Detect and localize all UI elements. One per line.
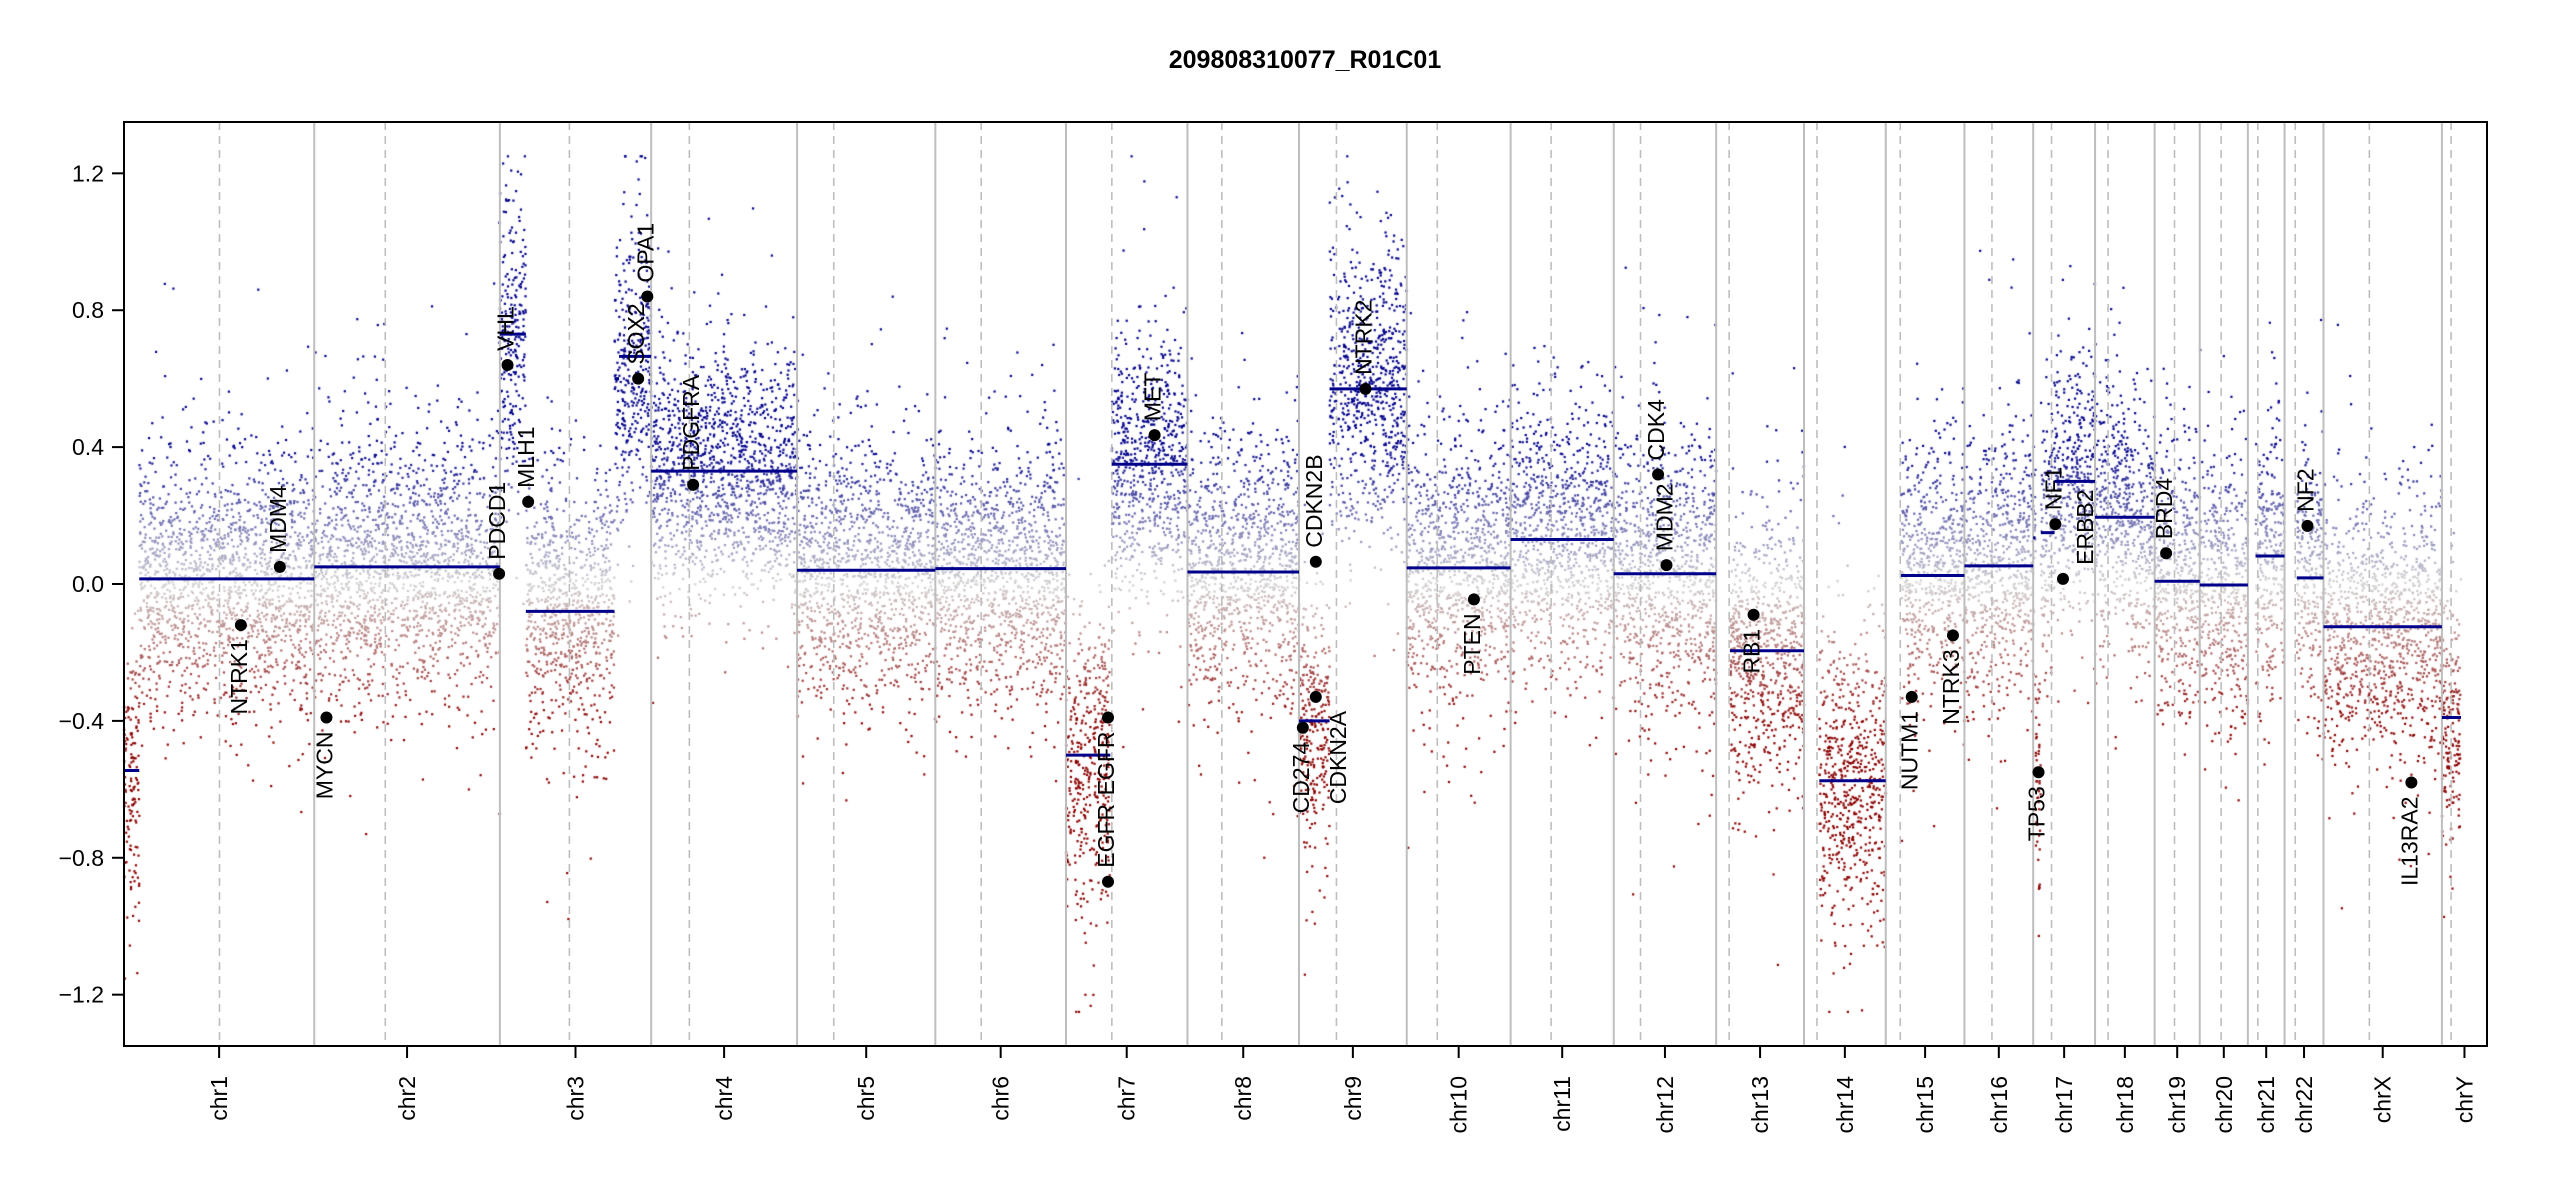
gene-dot [632,372,645,385]
chromosome-label: chr17 [2051,1076,2077,1134]
segment-lines [124,332,2462,783]
gene-dot [1652,468,1665,481]
y-tick-label: 0.0 [72,571,104,597]
gene-label: NTRK1 [226,639,252,714]
chart-title: 209808310077_R01C01 [1168,46,1442,74]
gene-dot [2301,519,2314,532]
gene-dot [2056,572,2069,585]
chromosome-label: chr22 [2291,1076,2317,1134]
chromosome-label: chr10 [1446,1076,1472,1134]
gene-dot [2405,776,2418,789]
gene-label: NTRK2 [1350,300,1376,375]
chromosome-label: chr15 [1912,1076,1938,1134]
gene-dot [522,495,535,508]
gene-label: NTRK3 [1938,649,1964,724]
gene-dot [1102,875,1115,888]
gene-label: PDCD1 [484,482,510,560]
chromosome-label: chr3 [563,1076,589,1121]
gene-dot [234,619,247,632]
chromosome-label: chr9 [1340,1076,1366,1121]
y-tick-label: −0.8 [59,845,104,871]
chromosome-label: chr14 [1832,1076,1858,1134]
gene-dot [687,478,700,491]
gene-label: NUTM1 [1897,711,1923,790]
gene-dot [1309,555,1322,568]
y-tick-label: −0.4 [59,708,105,734]
gene-dot [1747,608,1760,621]
gene-dot [2160,547,2173,560]
chromosome-label: chr4 [711,1076,737,1121]
gene-label: CDKN2A [1325,710,1351,804]
chromosome-label: chr18 [2112,1076,2138,1134]
gene-dot [320,711,333,724]
chromosome-label: chr2 [394,1076,420,1121]
gene-dot [1467,593,1480,606]
gene-dot [641,290,654,303]
gene-label: NF1 [2040,467,2066,510]
gene-label: OPA1 [632,223,658,283]
gene-dot [1148,429,1161,442]
gene-label: BRD4 [2151,478,2177,540]
gene-label: EGFR [1093,731,1119,795]
gene-label: RB1 [1739,629,1765,674]
gene-dot [1660,559,1673,572]
gene-label: MDM2 [1651,483,1677,551]
gene-label: TP53 [2024,786,2050,841]
chromosome-label: chr6 [988,1076,1014,1121]
gene-label: CD274 [1288,742,1314,814]
gene-dot [273,560,286,573]
gene-label: SOX2 [623,303,649,364]
chromosome-label: chrY [2451,1076,2477,1123]
gene-label: CDK4 [1643,399,1669,461]
y-tick-label: 1.2 [72,160,104,186]
gene-dot [1359,382,1372,395]
y-tick-label: 0.4 [72,434,104,460]
gene-dot [1296,721,1309,734]
chromosome-label: chr21 [2253,1076,2279,1134]
plot-frame [123,121,2488,1047]
gene-label: MET [1140,373,1166,422]
y-axis: 1.2 0.8 0.4 0.0 −0.4 −0.8 −1.2 [59,160,124,1008]
chromosome-label: chr12 [1652,1076,1678,1134]
y-tick-label: −1.2 [59,982,104,1008]
gene-label: NF2 [2292,468,2318,511]
gene-dot [501,358,514,371]
gene-label: PTEN [1459,613,1485,674]
gene-dot [1102,711,1115,724]
gene-dot [1905,690,1918,703]
gene-dot [2032,766,2045,779]
gene-label: VHL [493,306,519,351]
x-axis: chr1 chr2 chr3 chr4 chr5 chr6 chr7 chr8 chr9 chr1… [124,1045,2487,1134]
gene-label: MDM4 [265,485,291,553]
chromosome-label: chr11 [1549,1076,1575,1132]
gene-dot [1309,690,1322,703]
chromosome-label: chr19 [2164,1076,2190,1134]
y-tick-label: 0.8 [72,297,104,323]
chromosome-label: chr20 [2211,1076,2237,1134]
gene-label: EGFR [1093,804,1119,868]
chromosome-label: chr1 [206,1076,232,1121]
gene-dot [493,567,506,580]
chromosome-label: chr5 [853,1076,879,1121]
gene-label: MLH1 [513,427,539,488]
gene-label: CDKN2B [1301,454,1327,547]
gene-label: IL13RA2 [2396,796,2422,886]
chromosome-label: chr8 [1230,1076,1256,1121]
gene-label: PDGFRA [678,374,704,471]
gene-label: MYCN [311,731,337,799]
chromosome-label: chr7 [1114,1076,1140,1121]
gene-annotations: NTRK1 MDM4 MYCN PDCD1 VHL MLH1 SOX2 OPA1 PDGFRA E… [226,223,2422,888]
gene-label: ERBB2 [2072,489,2098,564]
chromosome-label: chr16 [1986,1076,2012,1134]
gene-dot [1946,629,1959,642]
chromosome-label: chrX [2370,1076,2396,1123]
chromosome-label: chr13 [1747,1076,1773,1134]
chromosome-boundaries [218,122,2452,1046]
gene-dot [2049,518,2062,531]
